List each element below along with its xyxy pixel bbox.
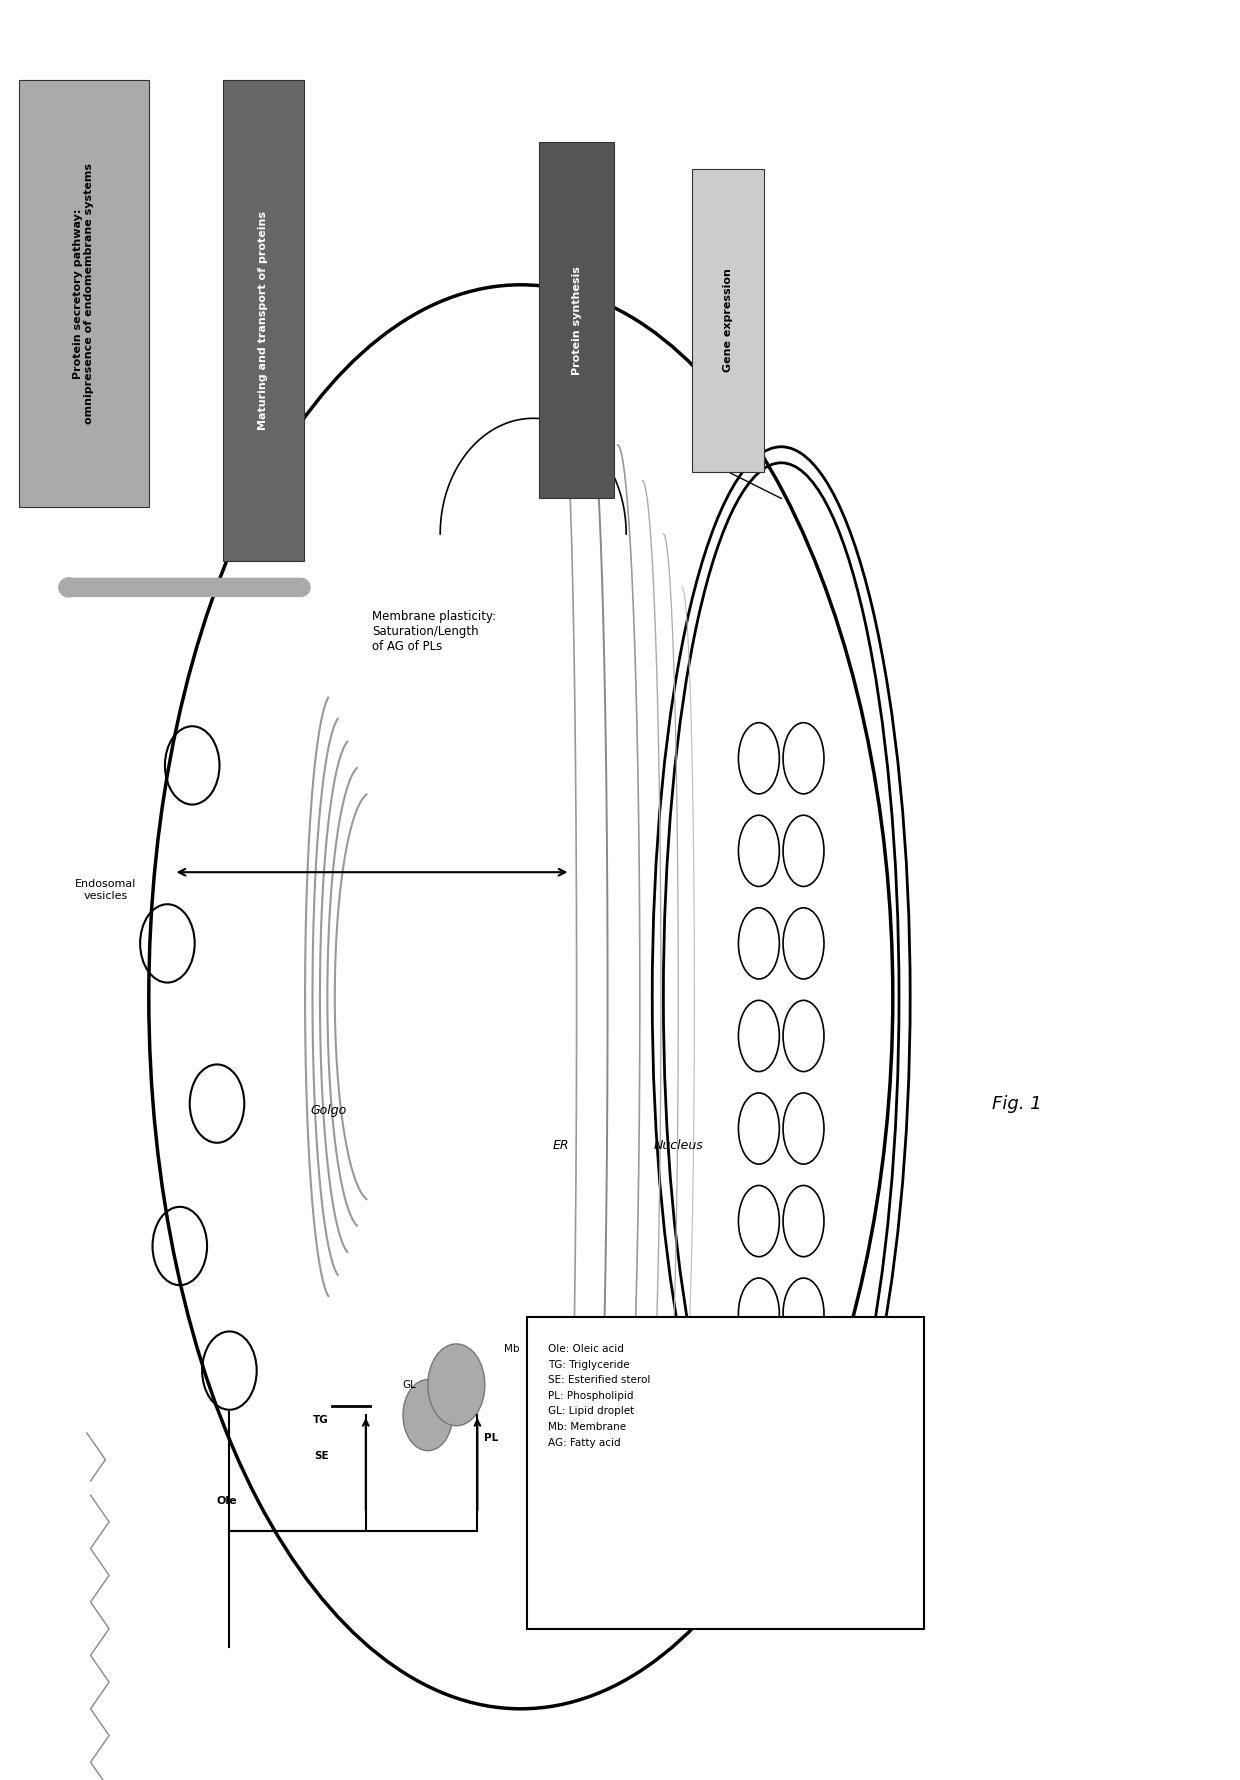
Text: Nucleus: Nucleus [653,1139,703,1152]
Text: Protein synthesis: Protein synthesis [572,265,582,376]
Text: Maturing and transport of proteins: Maturing and transport of proteins [258,210,269,431]
Text: Membrane plasticity:
Saturation/Length
of AG of PLs: Membrane plasticity: Saturation/Length o… [372,611,496,653]
Text: TG: TG [312,1415,329,1426]
Text: Ole: Ole [217,1495,237,1506]
Text: Ole: Oleic acid
TG: Triglyceride
SE: Esterified sterol
PL: Phospholipid
GL: Lipi: Ole: Oleic acid TG: Triglyceride SE: Est… [548,1344,651,1447]
FancyBboxPatch shape [539,142,614,498]
Ellipse shape [428,1344,485,1426]
Text: Golgo: Golgo [310,1104,347,1116]
Text: ER: ER [552,1139,569,1152]
Text: Protein secretory pathway:
omnipresence of endomembrane systems: Protein secretory pathway: omnipresence … [73,164,94,424]
Text: GL: GL [402,1380,417,1390]
FancyBboxPatch shape [527,1317,924,1629]
FancyBboxPatch shape [19,80,149,507]
Text: Mb: Mb [505,1344,520,1355]
Text: SE: SE [314,1451,329,1461]
Text: PL: PL [484,1433,497,1444]
Ellipse shape [403,1380,453,1451]
FancyBboxPatch shape [692,169,764,472]
Text: Endosomal
vesicles: Endosomal vesicles [74,879,136,901]
Text: Gene expression: Gene expression [723,269,733,372]
FancyBboxPatch shape [223,80,304,561]
Text: Fig. 1: Fig. 1 [992,1095,1042,1112]
